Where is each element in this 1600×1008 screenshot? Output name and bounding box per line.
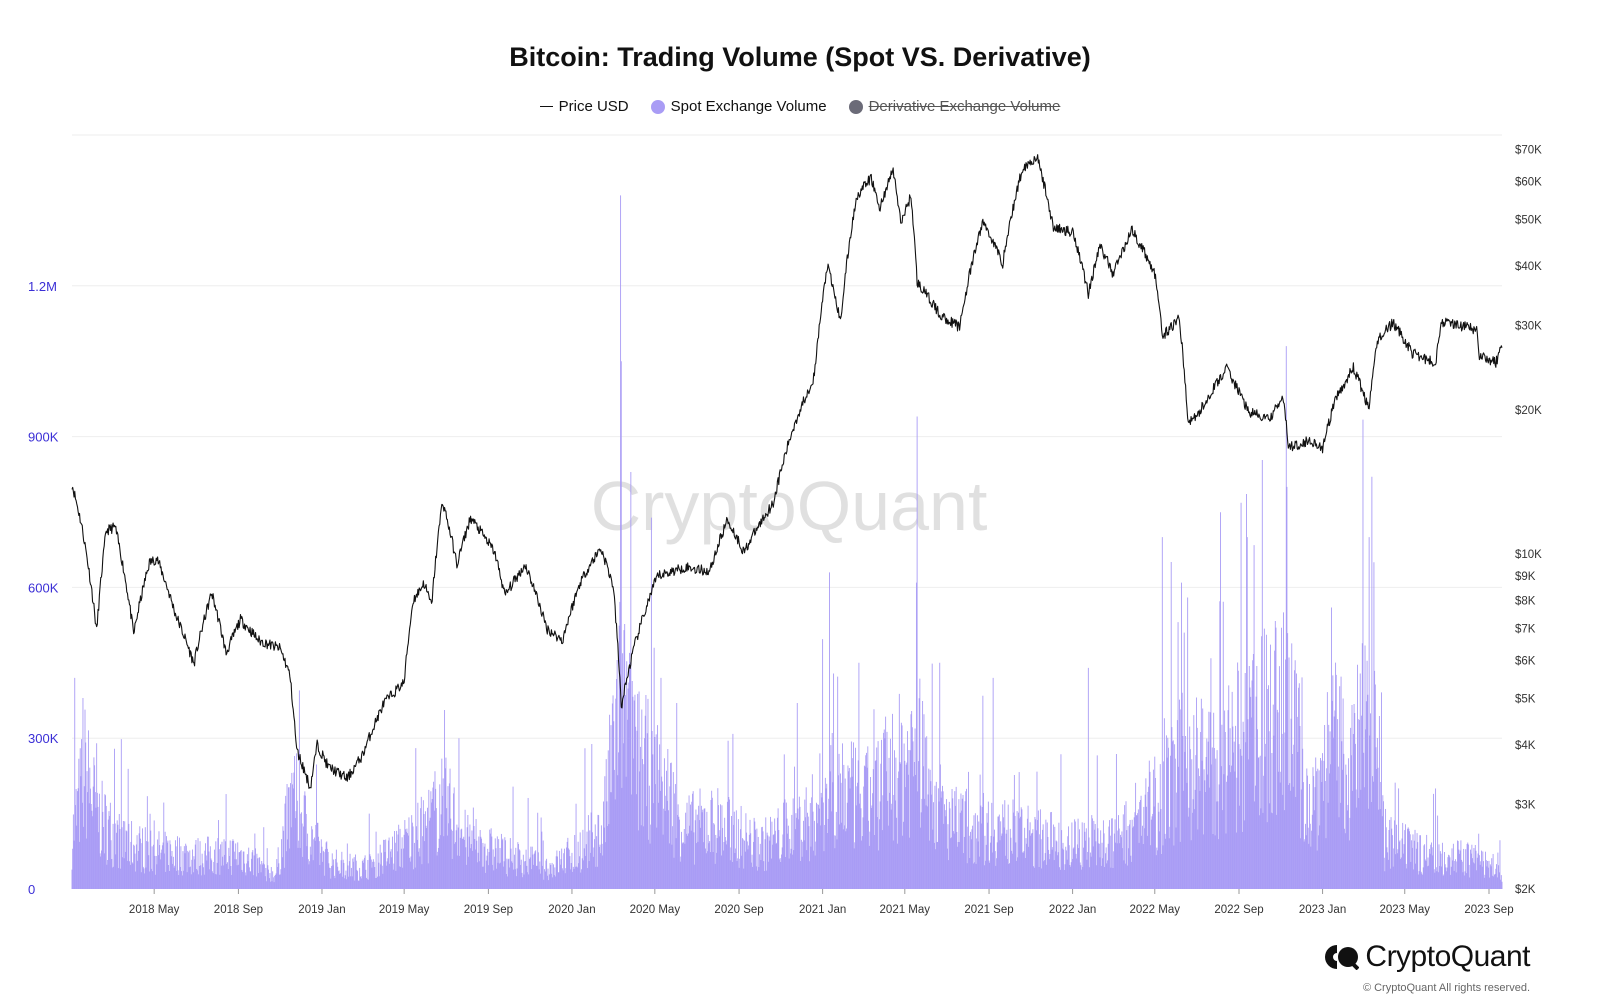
right-axis-tick-label: $2K	[1515, 884, 1536, 896]
left-axis-tick-label: 600K	[28, 580, 59, 595]
right-axis-tick-label: $50K	[1515, 214, 1542, 226]
x-axis-tick-label: 2022 Sep	[1214, 904, 1263, 916]
watermark: CryptoQuant	[591, 467, 988, 545]
right-axis-tick-label: $10K	[1515, 549, 1542, 561]
copyright-text: © CryptoQuant All rights reserved.	[1362, 982, 1530, 994]
spot-dot-swatch	[650, 99, 665, 114]
chart-title: Bitcoin: Trading Volume (Spot VS. Deriva…	[509, 42, 1091, 72]
right-axis-tick-label: $70K	[1515, 144, 1542, 156]
left-axis-tick-label: 0	[28, 882, 35, 897]
cryptoquant-logo-icon	[1325, 945, 1360, 970]
x-axis-tick-label: 2020 Jan	[548, 904, 595, 916]
x-axis-tick-label: 2023 Sep	[1464, 904, 1513, 916]
right-axis-tick-label: $7K	[1515, 623, 1536, 635]
x-axis-tick-label: 2021 May	[880, 904, 931, 916]
x-axis-tick-label: 2022 Jan	[1049, 904, 1096, 916]
right-axis-tick-label: $4K	[1515, 740, 1536, 752]
x-axis-tick-label: 2019 Sep	[464, 904, 513, 916]
chart-legend: Price USD Spot Exchange Volume Derivativ…	[0, 98, 1600, 115]
price-line-swatch	[539, 105, 553, 108]
x-axis-tick-label: 2018 May	[129, 904, 180, 916]
spot-volume-series	[71, 195, 1503, 889]
x-axis-tick-label: 2018 Sep	[214, 904, 263, 916]
x-axis-tick-label: 2020 May	[630, 904, 681, 916]
right-axis-tick-label: $20K	[1515, 405, 1542, 417]
brand-name: CryptoQuant	[1365, 940, 1530, 973]
right-axis-tick-label: $30K	[1515, 321, 1542, 333]
right-axis-tick-label: $3K	[1515, 800, 1536, 812]
right-axis-tick-label: $60K	[1515, 176, 1542, 188]
right-axis-tick-label: $40K	[1515, 261, 1542, 273]
left-axis-tick-label: 900K	[28, 430, 59, 445]
legend-label-price: Price USD	[558, 98, 629, 115]
legend-label-spot: Spot Exchange Volume	[670, 98, 827, 115]
brand-logo: CryptoQuant	[1323, 940, 1530, 974]
legend-item-derivative[interactable]: Derivative Exchange Volume	[848, 98, 1061, 115]
x-axis-tick-label: 2019 May	[379, 904, 430, 916]
price-usd-line	[71, 154, 1503, 789]
right-axis-tick-label: $6K	[1515, 655, 1536, 667]
legend-item-price[interactable]: Price USD	[539, 98, 629, 115]
x-axis-tick-label: 2020 Sep	[714, 904, 763, 916]
left-axis-tick-label: 300K	[28, 731, 59, 746]
x-axis-tick-label: 2023 Jan	[1299, 904, 1346, 916]
x-axis-tick-label: 2022 May	[1130, 904, 1181, 916]
x-axis-tick-label: 2021 Jan	[799, 904, 846, 916]
x-axis-tick-label: 2019 Jan	[298, 904, 345, 916]
legend-label-derivative: Derivative Exchange Volume	[868, 98, 1061, 115]
x-axis-tick-label: 2021 Sep	[964, 904, 1013, 916]
derivative-dot-swatch	[848, 99, 863, 114]
legend-item-spot[interactable]: Spot Exchange Volume	[650, 98, 827, 115]
left-axis-tick-label: 1.2M	[28, 279, 57, 294]
right-axis-tick-label: $8K	[1515, 596, 1536, 608]
right-axis-tick-label: $5K	[1515, 693, 1536, 705]
right-axis-tick-label: $9K	[1515, 571, 1536, 583]
x-axis-tick-label: 2023 May	[1379, 904, 1430, 916]
